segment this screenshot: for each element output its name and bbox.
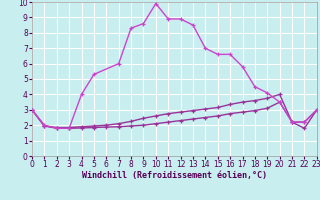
X-axis label: Windchill (Refroidissement éolien,°C): Windchill (Refroidissement éolien,°C) (82, 171, 267, 180)
